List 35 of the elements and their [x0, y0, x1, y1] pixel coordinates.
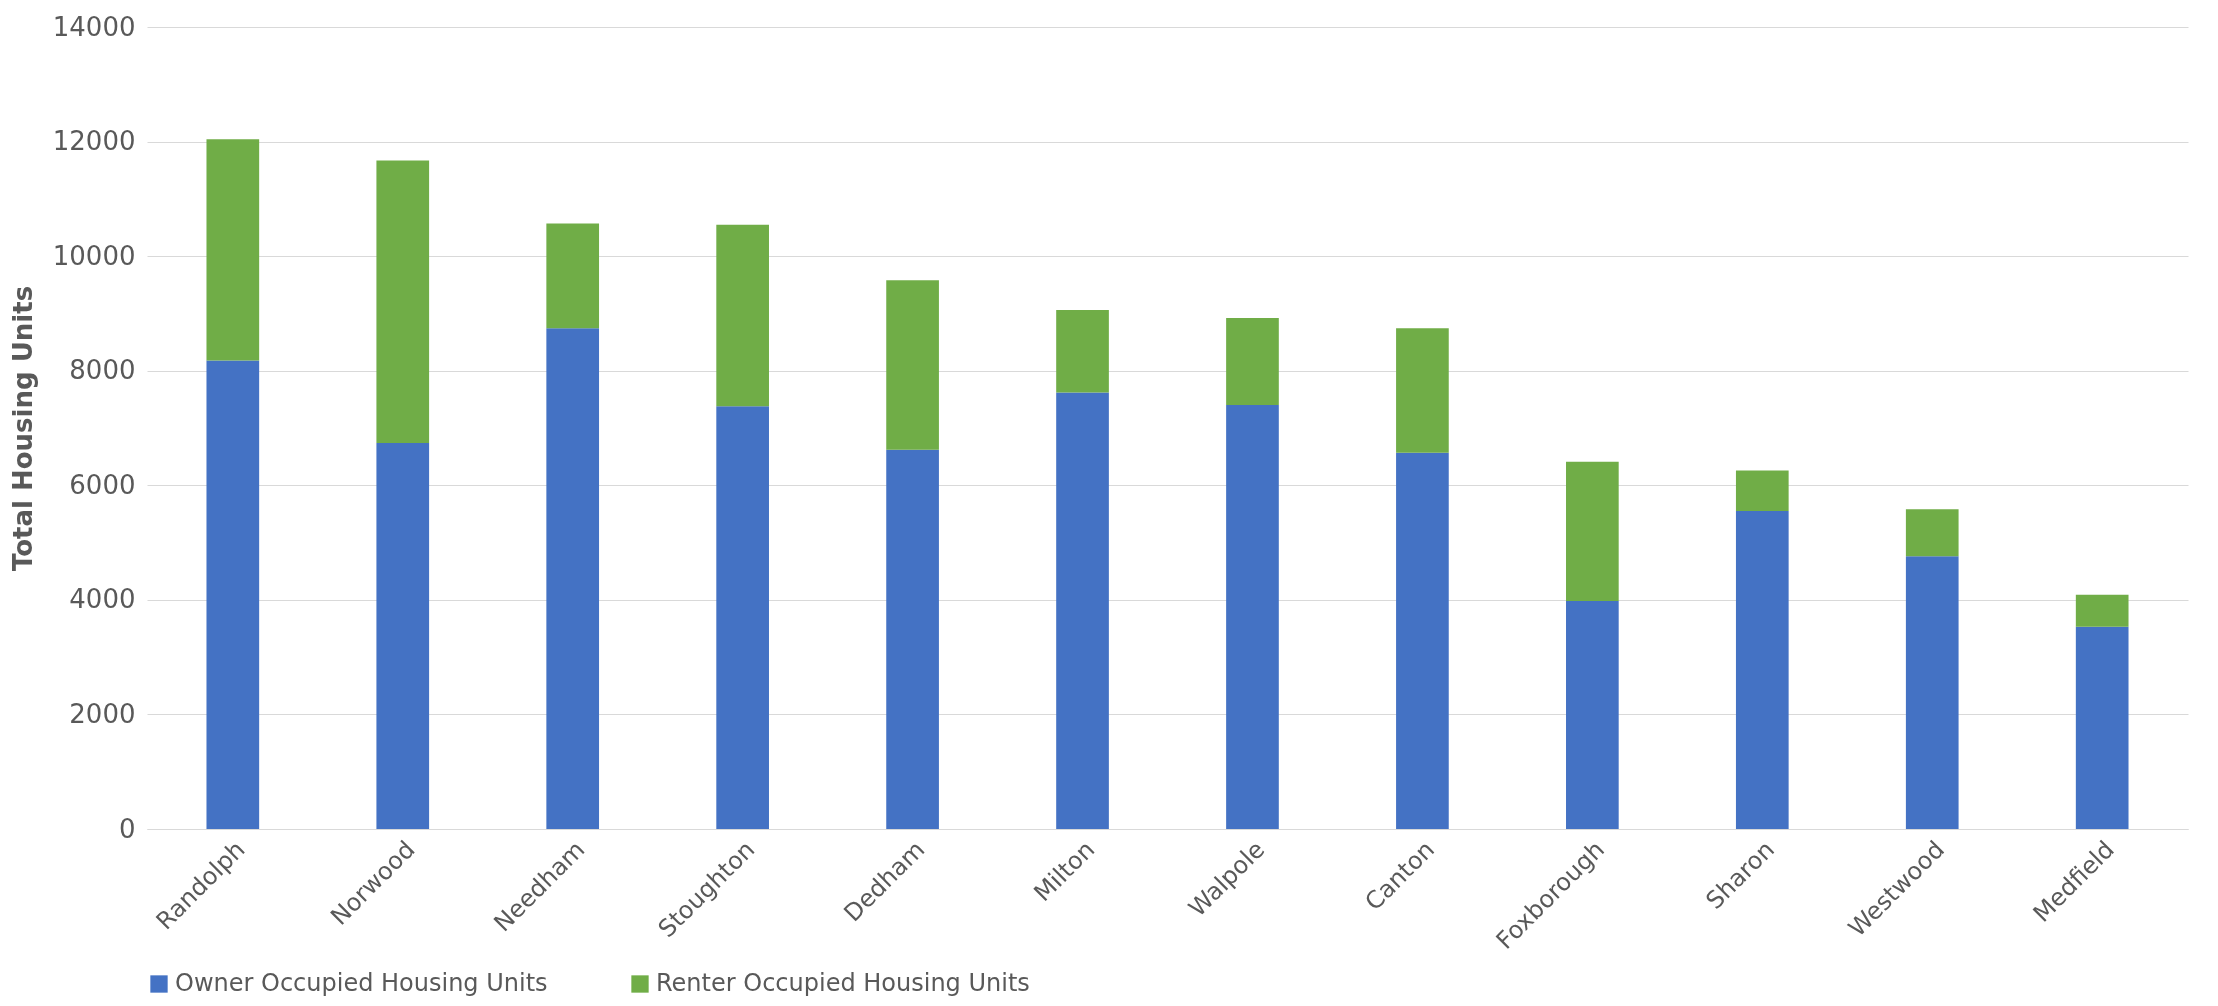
- bar: [376, 160, 430, 443]
- bar: [1566, 601, 1619, 829]
- bar: [546, 223, 600, 329]
- bar: [716, 406, 769, 829]
- y-tick-label: 2000: [69, 698, 136, 729]
- y-tick-label: 12000: [52, 126, 136, 157]
- y-tick-label: 8000: [69, 355, 136, 386]
- bar: [1396, 328, 1449, 453]
- bar: [2075, 594, 2129, 627]
- bar: [1396, 452, 1449, 829]
- bar: [886, 280, 939, 450]
- legend-label: Renter Occupied Housing Units: [656, 969, 1030, 997]
- bar: [1056, 392, 1109, 829]
- bar: [1735, 511, 1789, 829]
- y-tick-label: 4000: [69, 584, 136, 615]
- y-axis-title: Total Housing Units: [7, 285, 38, 572]
- bar: [2075, 626, 2129, 829]
- bar: [1905, 509, 1959, 557]
- y-tick-label: 0: [118, 813, 136, 844]
- y-tick-label: 6000: [69, 469, 136, 500]
- bar: [1566, 461, 1619, 601]
- bar: [1735, 470, 1789, 512]
- y-tick-label: 10000: [52, 240, 136, 271]
- bar: [376, 442, 430, 829]
- y-tick-label: 14000: [52, 11, 136, 42]
- bar: [1226, 405, 1279, 829]
- bar: [1905, 556, 1959, 829]
- bar: [1056, 309, 1109, 393]
- bar: [716, 224, 769, 407]
- bar: [1226, 318, 1279, 406]
- bar: [546, 328, 600, 829]
- legend-label: Owner Occupied Housing Units: [175, 969, 548, 997]
- bar: [206, 360, 260, 829]
- bar: [206, 139, 260, 361]
- bar: [886, 449, 939, 829]
